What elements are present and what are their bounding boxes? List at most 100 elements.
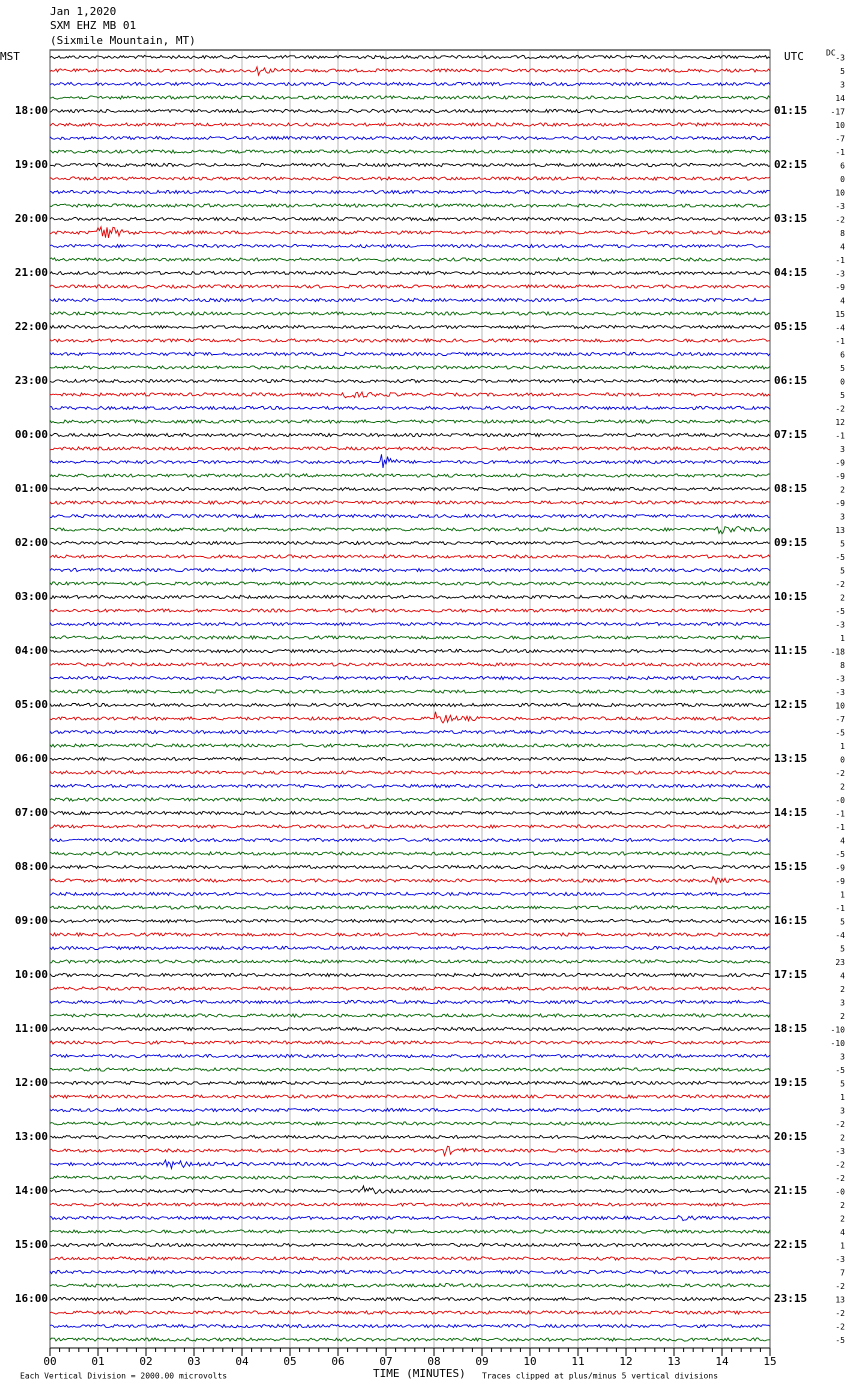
scale-note: Each Vertical Division = 2000.00 microvo… — [20, 1372, 227, 1381]
dc-offset: -9 — [835, 472, 845, 481]
dc-offset: -5 — [835, 1336, 845, 1345]
utc-label: 12:15 — [774, 698, 807, 711]
x-tick-label: 03 — [187, 1355, 200, 1368]
trace — [49, 310, 771, 316]
dc-offset: 5 — [840, 391, 845, 400]
mst-label: 19:00 — [15, 158, 48, 171]
trace — [49, 810, 771, 816]
dc-offset: 5 — [840, 1080, 845, 1089]
dc-offset: 5 — [840, 364, 845, 373]
utc-label: 07:15 — [774, 428, 807, 441]
x-tick-label: 13 — [667, 1355, 680, 1368]
trace — [49, 1229, 771, 1234]
trace — [49, 891, 771, 897]
trace — [49, 256, 771, 262]
x-tick-label: 02 — [139, 1355, 152, 1368]
mst-label: 00:00 — [15, 428, 48, 441]
trace — [49, 1145, 771, 1158]
clip-note: Traces clipped at plus/minus 5 vertical … — [482, 1372, 718, 1381]
dc-offset: -4 — [835, 324, 845, 333]
trace — [49, 351, 771, 357]
trace — [49, 390, 771, 399]
dc-offset: -5 — [835, 729, 845, 738]
location: (Sixmile Mountain, MT) — [50, 34, 196, 47]
dc-offset: 3 — [840, 81, 845, 90]
dc-offset: -7 — [835, 715, 845, 724]
mst-label: 10:00 — [15, 968, 48, 981]
trace — [49, 1269, 771, 1275]
mst-label: 14:00 — [15, 1184, 48, 1197]
trace — [49, 607, 771, 614]
dc-offset: -3 — [835, 688, 845, 697]
dc-offset: 0 — [840, 175, 845, 184]
utc-label: 19:15 — [774, 1076, 807, 1089]
dc-offset: 1 — [840, 891, 845, 900]
trace — [49, 243, 771, 249]
dc-offset: -3 — [835, 54, 845, 63]
trace — [49, 1309, 771, 1316]
dc-offset: 4 — [840, 297, 845, 306]
trace — [49, 875, 771, 886]
trace — [49, 918, 771, 924]
trace — [49, 783, 771, 789]
dc-offset: 8 — [840, 661, 845, 670]
dc-offset: 10 — [835, 702, 845, 711]
trace — [49, 540, 771, 546]
trace — [49, 473, 771, 478]
trace — [49, 1026, 771, 1032]
mst-label: 05:00 — [15, 698, 48, 711]
trace — [49, 1080, 771, 1086]
trace — [49, 1214, 771, 1222]
mst-label: 15:00 — [15, 1238, 48, 1251]
dc-offset: 2 — [840, 1215, 845, 1224]
utc-label: 04:15 — [774, 266, 807, 279]
trace — [49, 270, 771, 276]
trace — [49, 324, 771, 330]
dc-offset: -1 — [835, 432, 845, 441]
utc-label: 06:15 — [774, 374, 807, 387]
dc-offset: 4 — [840, 243, 845, 252]
mst-label: 08:00 — [15, 860, 48, 873]
dc-offset: -17 — [831, 108, 846, 117]
mst-label: 13:00 — [15, 1130, 48, 1143]
dc-offset: -3 — [835, 621, 845, 630]
dc-offset: 3 — [840, 445, 845, 454]
trace — [49, 594, 771, 600]
dc-offset: -7 — [835, 135, 845, 144]
trace — [50, 1067, 771, 1072]
utc-label: 13:15 — [774, 752, 807, 765]
dc-offset: -2 — [835, 580, 845, 589]
dc-offset: -1 — [835, 823, 845, 832]
trace — [49, 432, 771, 438]
trace — [49, 108, 770, 114]
trace — [49, 149, 771, 154]
trace — [49, 580, 771, 586]
utc-label: 18:15 — [774, 1022, 807, 1035]
utc-label: 01:15 — [774, 104, 807, 117]
mst-label: 18:00 — [15, 104, 48, 117]
trace — [49, 203, 771, 209]
mst-label: 11:00 — [15, 1022, 48, 1035]
mst-label: 20:00 — [15, 212, 48, 225]
x-tick-label: 04 — [235, 1355, 249, 1368]
mst-label: 23:00 — [15, 374, 48, 387]
left-zone: MST — [0, 50, 20, 63]
trace — [49, 662, 771, 667]
dc-offset: -2 — [835, 1282, 845, 1291]
dc-offset: 6 — [840, 351, 845, 360]
utc-label: 21:15 — [774, 1184, 807, 1197]
trace — [49, 81, 771, 87]
trace — [49, 135, 771, 141]
utc-label: 03:15 — [774, 212, 807, 225]
trace — [49, 65, 771, 77]
utc-label: 16:15 — [774, 914, 807, 927]
trace — [49, 702, 771, 708]
dc-offset: 3 — [840, 1053, 845, 1062]
trace — [49, 122, 771, 127]
x-tick-label: 09 — [475, 1355, 488, 1368]
dc-offset: 0 — [840, 756, 845, 765]
trace — [49, 1296, 771, 1302]
x-tick-label: 10 — [523, 1355, 536, 1368]
dc-offset: -3 — [835, 1147, 845, 1156]
dc-offset: -5 — [835, 1066, 845, 1075]
